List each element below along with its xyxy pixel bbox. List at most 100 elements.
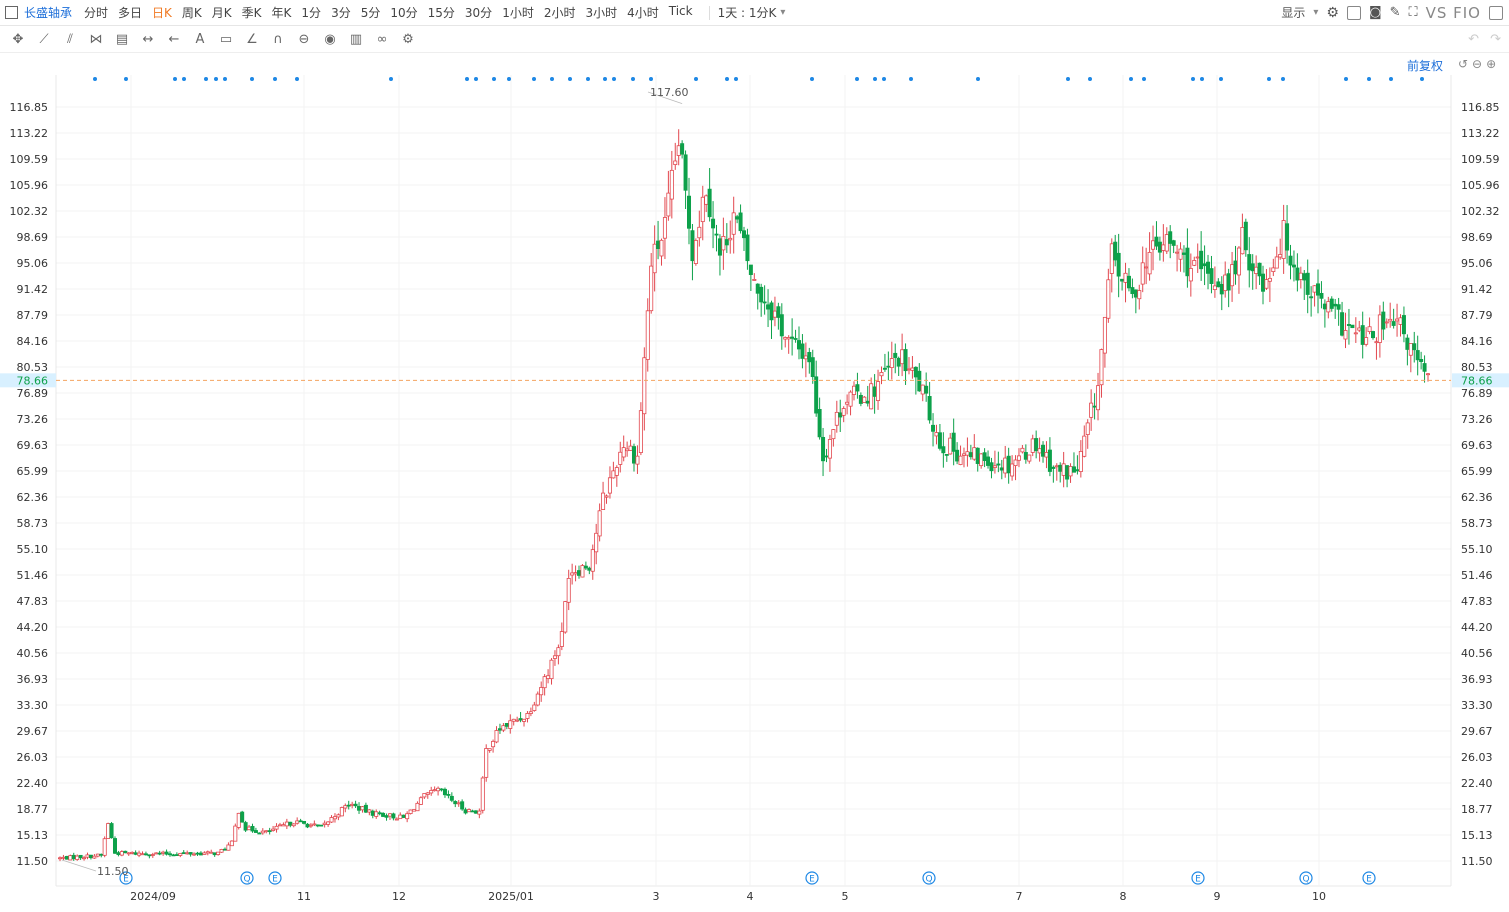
event-dot <box>734 77 738 81</box>
event-dot <box>492 77 496 81</box>
event-dot <box>124 77 128 81</box>
lock-icon[interactable]: ⊖ <box>298 31 310 47</box>
candle-body <box>1254 266 1259 274</box>
candle-body <box>1010 463 1015 477</box>
line-tool-icon[interactable]: ⟋ <box>39 31 49 47</box>
measure-tool-icon[interactable]: ↔ <box>142 31 154 47</box>
window-icon[interactable] <box>1346 5 1361 20</box>
period-tab[interactable]: 1小时 <box>502 6 534 20</box>
adjust-mode[interactable]: 前复权 <box>1407 59 1444 73</box>
candle-body <box>1058 464 1063 472</box>
period-tab[interactable]: Tick <box>668 4 693 18</box>
sidebar-toggle-icon[interactable] <box>1489 5 1503 20</box>
candle-body <box>1223 274 1228 292</box>
period-tab[interactable]: 1分 <box>301 6 322 20</box>
current-price-tag-bg <box>0 373 56 388</box>
period-tab[interactable]: 周K <box>181 6 202 20</box>
candle-body <box>1041 444 1046 457</box>
period-tab[interactable]: 多日 <box>118 6 143 20</box>
candle-body <box>439 788 444 791</box>
angle-tool-icon[interactable]: ∠ <box>246 31 258 47</box>
layout-icon[interactable] <box>5 6 18 19</box>
arrow-tool-icon[interactable]: ← <box>168 31 180 47</box>
candle-body <box>501 725 506 731</box>
candle-body <box>776 306 781 318</box>
display-menu[interactable]: 显示 <box>1281 6 1306 20</box>
period-tab[interactable]: 15分 <box>427 6 455 20</box>
candle-body <box>968 452 973 458</box>
fullscreen-icon[interactable]: ⛶ <box>1408 5 1418 20</box>
period-tab[interactable]: 3小时 <box>585 6 618 20</box>
candle-body <box>109 823 114 839</box>
gear-icon[interactable]: ⚙ <box>1326 4 1339 21</box>
event-dot <box>214 77 218 81</box>
period-tab[interactable]: 2小时 <box>543 6 576 20</box>
event-dot <box>223 77 227 81</box>
candle-body <box>157 852 162 855</box>
period-tab[interactable]: 30分 <box>464 6 493 20</box>
candle-body <box>71 854 76 860</box>
period-tab[interactable]: 年K <box>271 6 292 20</box>
chevron-down-icon[interactable]: ▾ <box>1313 7 1319 18</box>
y-tick-label: 69.63 <box>17 439 49 452</box>
y-tick-label: 58.73 <box>17 517 49 530</box>
magnet-icon[interactable]: ∩ <box>273 31 283 47</box>
candle-body <box>92 855 97 859</box>
candle-body <box>226 844 231 851</box>
fib-tool-icon[interactable]: ▤ <box>115 31 129 47</box>
candle-body <box>1395 318 1400 322</box>
y-tick-label: 44.20 <box>17 621 49 634</box>
candle-body <box>147 854 152 857</box>
event-dot <box>465 77 469 81</box>
candle-body <box>473 810 478 814</box>
candle-body <box>975 447 980 464</box>
pencil-icon[interactable]: ✎ <box>1389 5 1401 20</box>
move-icon[interactable]: ✥ <box>12 31 24 47</box>
stock-name[interactable]: 长盛轴承 <box>24 6 73 20</box>
candle-body <box>1123 272 1128 283</box>
comment-tool-icon[interactable]: ▭ <box>219 31 233 47</box>
period-tab[interactable]: 分时 <box>84 6 109 20</box>
camera-icon[interactable]: ◙ <box>1368 5 1382 20</box>
candle-body <box>1013 459 1018 467</box>
candle-body <box>838 412 843 418</box>
candle-body <box>1209 268 1214 284</box>
candle-body <box>1281 220 1286 259</box>
compare-button[interactable]: VS FIO <box>1425 3 1481 22</box>
period-tab[interactable]: 3分 <box>331 6 351 20</box>
zoom-controls[interactable]: ↺⊖⊕ <box>1458 57 1501 71</box>
trash-icon[interactable]: ▥ <box>349 31 363 47</box>
y-tick-label: 98.69 <box>1461 231 1493 244</box>
eye-icon[interactable]: ◉ <box>324 31 336 47</box>
chevron-down-icon[interactable]: ▾ <box>780 7 786 18</box>
candle-body <box>1065 465 1070 480</box>
pattern-tool-icon[interactable]: ⋈ <box>89 31 103 47</box>
link-icon[interactable]: ∞ <box>376 31 388 47</box>
candle-body <box>1364 337 1369 345</box>
candle-body <box>360 806 365 811</box>
y-tick-label: 11.50 <box>17 855 49 868</box>
period-tab[interactable]: 月K <box>211 6 232 20</box>
y-tick-label: 87.79 <box>17 309 49 322</box>
redo-icon[interactable]: ↷ <box>1490 31 1501 47</box>
period-tab[interactable]: 日K <box>152 6 172 20</box>
period-tab[interactable]: 5分 <box>360 6 381 20</box>
candle-body <box>198 852 203 856</box>
interval-selector[interactable]: 1天 : 1分K <box>717 6 777 20</box>
channel-tool-icon[interactable]: ⫽ <box>67 31 73 47</box>
period-tab[interactable]: 季K <box>241 6 262 20</box>
text-tool-icon[interactable]: A <box>195 31 205 47</box>
candle-body <box>1023 452 1028 460</box>
y-tick-label: 40.56 <box>17 647 49 660</box>
event-badge-ring <box>1362 871 1376 885</box>
candle-body <box>972 447 977 460</box>
y-tick-label: 26.03 <box>1461 751 1493 764</box>
period-tab[interactable]: 10分 <box>390 6 418 20</box>
candle-body <box>381 812 386 817</box>
settings-icon[interactable]: ⚙ <box>402 31 414 47</box>
period-tab[interactable]: 4小时 <box>627 6 659 20</box>
candle-body <box>814 376 819 414</box>
y-tick-label: 80.53 <box>17 361 49 374</box>
undo-icon[interactable]: ↶ <box>1468 31 1479 47</box>
